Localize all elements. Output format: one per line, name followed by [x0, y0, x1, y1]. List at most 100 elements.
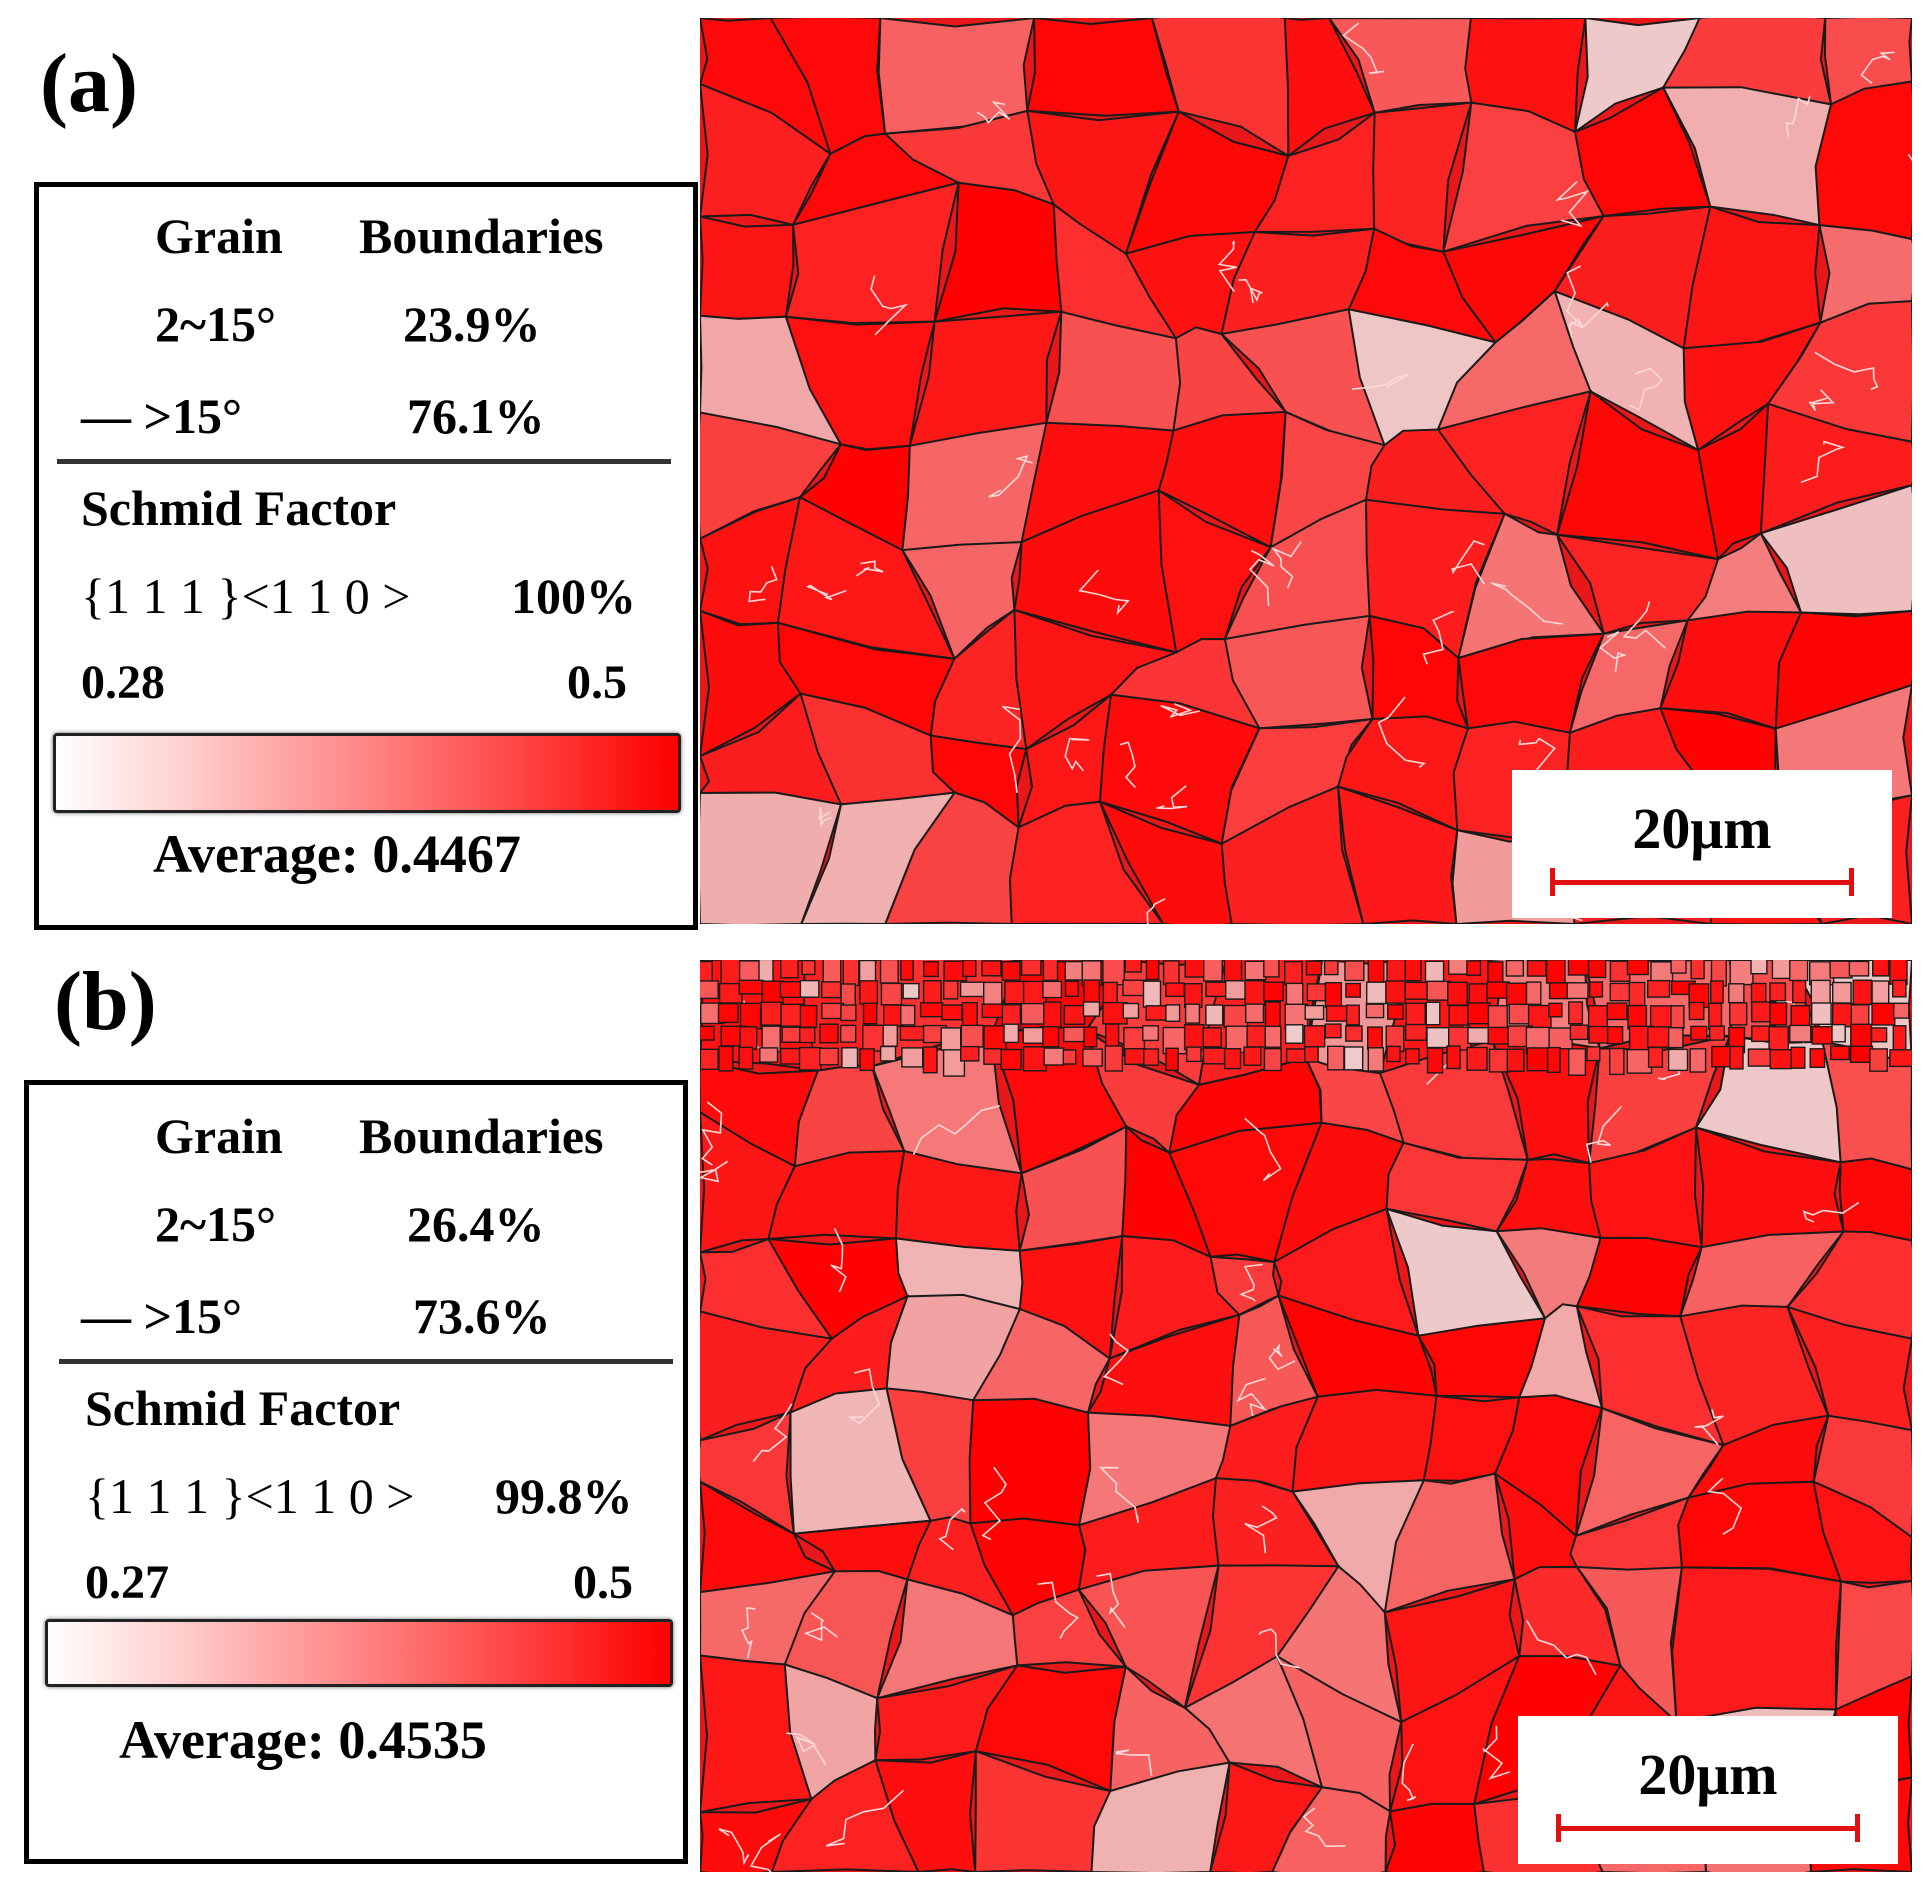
fine-grain [959, 981, 985, 998]
fine-grain [1142, 1025, 1159, 1042]
grain [1291, 1388, 1438, 1496]
fine-grain [1305, 960, 1323, 976]
schmid-map-a: 20μm [700, 18, 1912, 924]
fine-grain [859, 980, 879, 1005]
low-angle-boundary [1568, 301, 1609, 338]
fine-grain [1870, 1027, 1888, 1043]
legend-header-boundaries: Boundaries [359, 208, 604, 264]
fine-grain [900, 960, 914, 981]
low-angle-boundary [1238, 278, 1263, 304]
low-angle-boundary [1706, 1478, 1743, 1536]
fine-grain [1667, 1026, 1684, 1049]
fine-grain [1205, 1004, 1224, 1026]
fine-grain [942, 980, 959, 1000]
fine-grain [1769, 982, 1787, 1002]
fine-grain [1245, 1003, 1265, 1024]
fine-grain [1223, 1047, 1242, 1070]
fine-grain [1708, 1002, 1723, 1030]
fine-grain [1387, 1004, 1404, 1020]
low-angle-boundary [1785, 95, 1811, 137]
grain [1271, 1786, 1392, 1872]
fine-grain [1789, 1024, 1812, 1043]
scale-min: 0.28 [81, 656, 165, 709]
low-angle-boundary [1860, 51, 1895, 84]
low-angle-boundary [1238, 1263, 1263, 1302]
fine-grain [1447, 981, 1468, 1006]
grain [800, 791, 957, 924]
fine-grain [700, 1025, 715, 1041]
low-angle-value: 26.4% [407, 1196, 545, 1252]
fine-grain [1345, 1004, 1360, 1026]
low-angle-boundary [981, 1466, 1007, 1541]
low-angle-boundary [1156, 785, 1188, 810]
fine-grain [862, 1002, 878, 1025]
fine-grain [1225, 980, 1247, 1000]
fine-grain [1589, 981, 1604, 998]
low-angle-value: 23.9% [403, 296, 541, 352]
fine-grain [1223, 1004, 1249, 1028]
legend-header-grain: Grain [155, 1108, 283, 1164]
grain [974, 1749, 1112, 1872]
fine-grain [983, 1025, 1007, 1052]
slip-system: {1 1 1 }<1 1 0 > [81, 568, 411, 624]
fine-grain [839, 1024, 857, 1043]
fine-grain [1526, 1047, 1551, 1072]
low-angle-boundary [1554, 181, 1590, 228]
fine-grain [1367, 960, 1385, 985]
fine-grain [798, 1046, 822, 1071]
schmid-colorbar [53, 733, 681, 813]
low-angle-boundary [752, 1403, 793, 1462]
fine-grain [1064, 980, 1079, 998]
fine-grain [1424, 960, 1445, 985]
grain [1671, 1566, 1843, 1723]
fine-grain [1385, 980, 1406, 1004]
schmid-map-b: 20μm [700, 960, 1912, 1872]
fine-grain [799, 1004, 818, 1028]
fine-grain [1343, 1046, 1364, 1071]
grain [1785, 1305, 1912, 1432]
scale-bar-label-b: 20μm [1638, 1742, 1778, 1807]
fine-grain [1043, 1047, 1065, 1066]
fine-grain [1104, 1045, 1124, 1072]
low-angle-boundary [912, 1105, 1000, 1155]
fine-grain [1405, 1002, 1426, 1027]
fine-grain [1202, 1027, 1222, 1048]
schmid-colorbar [45, 1619, 673, 1687]
fine-grain [780, 1047, 802, 1065]
fine-grain [1568, 1048, 1587, 1076]
fine-grain [1567, 960, 1590, 976]
fine-grain [1165, 982, 1185, 998]
fine-grain [1670, 960, 1687, 974]
low-angle-boundary [1002, 705, 1022, 794]
fine-grain [1486, 981, 1510, 999]
low-angle-boundary [1629, 367, 1664, 412]
low-angle-boundary [749, 1833, 782, 1872]
fine-grain [858, 960, 877, 983]
fine-grain [1425, 1001, 1441, 1026]
fine-grain [940, 1027, 962, 1051]
fine-grain [1892, 1025, 1907, 1052]
fine-grain [1810, 979, 1831, 1005]
fine-grain [902, 982, 920, 1000]
fine-grain [1667, 1048, 1689, 1072]
scale-bar-tick-right-b [1855, 1814, 1860, 1842]
fine-grain [1062, 1049, 1077, 1065]
low-angle-boundary [855, 560, 884, 577]
fine-grain [1487, 961, 1504, 984]
fine-grain [1186, 1046, 1202, 1063]
scale-bar-label-a: 20μm [1632, 796, 1772, 861]
fine-grain [820, 981, 842, 999]
fine-grain [1143, 1048, 1160, 1066]
fine-grain [1892, 1002, 1910, 1019]
fine-grain [1246, 1025, 1267, 1048]
fine-grain [1404, 960, 1422, 982]
fine-grain [1063, 1026, 1086, 1043]
fine-grain [1526, 960, 1547, 977]
fine-grain [1587, 960, 1607, 979]
low-angle-label: 2~15° [155, 296, 276, 352]
fine-grain [739, 1026, 758, 1050]
fine-grain [960, 1024, 984, 1048]
fine-grain [1448, 1004, 1471, 1026]
fine-grain [840, 983, 856, 1007]
fine-grain [1285, 982, 1304, 1006]
